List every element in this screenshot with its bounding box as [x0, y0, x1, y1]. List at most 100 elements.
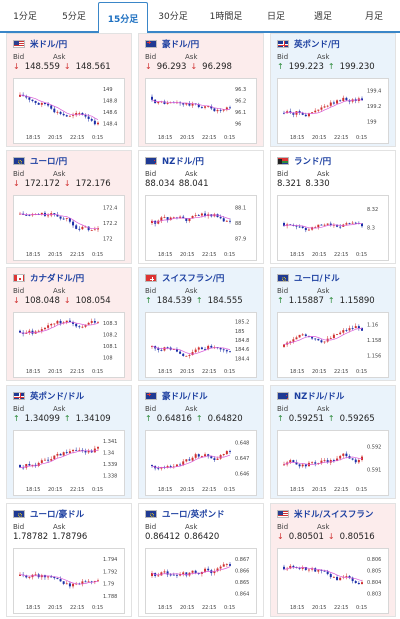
pair-name[interactable]: ランド/円 [294, 157, 332, 167]
mini-candle-chart[interactable]: 1.16 1.158 1.156 18:15 20:15 22:15 0:15 [277, 312, 389, 378]
currency-card[interactable]: 豪ドル/ドル Bid Ask ↑ 0.64816 ↑ 0.64820 0.648 0.647 0.… [138, 385, 264, 499]
mini-candle-chart[interactable]: 199.4 199.2 199 18:15 20:15 22:15 0:15 [277, 78, 389, 144]
ask-value: 1.78796 [52, 531, 88, 542]
currency-card[interactable]: カナダドル/円 Bid Ask ↓ 108.048 ↓ 108.054 108.3 108.2 1… [6, 267, 132, 381]
bid-label: Bid [277, 405, 289, 413]
candle-body [185, 218, 188, 221]
candle-body [28, 464, 31, 466]
pair-name[interactable]: カナダドル/円 [30, 274, 85, 284]
mini-candle-chart[interactable]: 0.648 0.647 0.646 18:15 20:15 22:15 0:15 [145, 430, 257, 496]
x-tick-label: 20:15 [48, 369, 62, 375]
pair-name[interactable]: ユーロ/ドル [294, 274, 340, 284]
currency-card[interactable]: 米ドル/スイスフラン Bid Ask ↓ 0.80501 ↓ 0.80516 0.806 0.8… [270, 503, 396, 617]
candle-body [185, 459, 188, 462]
x-tick-label: 0:15 [92, 369, 103, 375]
mini-candle-chart[interactable]: 108.3 108.2 108.1 108 18:15 20:15 22:15 0:15 [13, 312, 125, 378]
mini-candle-chart[interactable]: 0.592 0.591 18:15 20:15 22:15 0:15 [277, 430, 389, 496]
currency-card[interactable]: ユーロ/豪ドル Bid Ask 1.78782 1.78796 1.794 1.792 1.7… [6, 503, 132, 617]
y-tick-label: 199.2 [367, 104, 381, 110]
candle-body [301, 226, 304, 229]
x-tick-label: 22:15 [334, 605, 348, 611]
pair-name[interactable]: 米ドル/スイスフラン [294, 510, 374, 520]
candle-body [175, 574, 178, 576]
y-tick-label: 87.9 [235, 236, 246, 242]
currency-card[interactable]: 英ポンド/円 Bid Ask ↑ 199.223 ↑ 199.230 199.4 199.2 19… [270, 33, 396, 147]
pair-name[interactable]: ユーロ/豪ドル [30, 510, 85, 520]
mini-candle-chart[interactable]: 88.1 88 87.9 18:15 20:15 22:15 0:15 [145, 195, 257, 261]
candle-body [207, 106, 210, 108]
pair-name[interactable]: ユーロ/円 [30, 157, 68, 167]
mini-candle-chart[interactable]: 1.341 1.34 1.339 1.338 18:15 20:15 22:15 0:15 [13, 430, 125, 496]
candle-body [160, 217, 163, 221]
candle-body [191, 457, 194, 461]
bid-label: Bid [277, 523, 289, 531]
candle-body [194, 215, 197, 217]
ask-label: Ask [317, 287, 330, 295]
currency-card[interactable]: ランド/円 Bid Ask 8.321 8.330 8.32 8.3 18:15 20:15 22… [270, 150, 396, 264]
quote-values: ↑ 184.539 ↑ 184.555 [145, 295, 243, 306]
pair-name[interactable]: 英ポンド/円 [294, 40, 340, 50]
x-tick-label: 0:15 [224, 252, 235, 258]
mini-candle-chart[interactable]: 8.32 8.3 18:15 20:15 22:15 0:15 [277, 195, 389, 261]
currency-card[interactable]: NZドル/ドル Bid Ask ↑ 0.59251 ↑ 0.59265 0.592 0.591 1… [270, 385, 396, 499]
mini-candle-chart[interactable]: 149 148.8 148.6 148.4 18:15 20:15 22:15 0:15 [13, 78, 125, 144]
tab-7[interactable]: 月足 [364, 12, 383, 22]
chart-svg: 0.592 0.591 18:15 20:15 22:15 0:15 [283, 445, 381, 493]
tab-2[interactable]: 15分足 [98, 2, 148, 33]
tab-6[interactable]: 週足 [313, 12, 332, 22]
candle-body [222, 349, 225, 351]
pair-name[interactable]: 英ポンド/ドル [30, 392, 85, 402]
tab-5[interactable]: 日足 [266, 12, 285, 22]
candle-body [19, 213, 21, 215]
currency-card[interactable]: 米ドル/円 Bid Ask ↓ 148.559 ↓ 148.561 149 148.8 148.6… [6, 33, 132, 147]
mini-candle-chart[interactable]: 96.3 96.2 96.1 96 18:15 20:15 22:15 0:15 [145, 78, 257, 144]
candle-body [197, 215, 200, 217]
candle-body [93, 321, 96, 323]
currency-card[interactable]: NZドル/円 Bid Ask 88.034 88.041 88.1 88 87.9 18:15 2… [138, 150, 264, 264]
currency-card[interactable]: ユーロ/円 Bid Ask ↓ 172.172 ↓ 172.176 172.4 172.2 172… [6, 150, 132, 264]
y-tick-label: 185.2 [235, 320, 249, 326]
au-flag-icon [145, 40, 157, 48]
ask-label: Ask [185, 287, 198, 295]
mini-candle-chart[interactable]: 0.867 0.866 0.865 0.864 18:15 20:15 22:15 0:15 [145, 548, 257, 614]
ask-label: Ask [317, 405, 330, 413]
quote-values: ↓ 108.048 ↓ 108.054 [13, 295, 111, 306]
currency-card[interactable]: 豪ドル/円 Bid Ask ↓ 96.293 ↓ 96.298 96.3 96.2 96.1 96 1… [138, 33, 264, 147]
candle-body [339, 100, 342, 102]
chart-svg: 199.4 199.2 199 18:15 20:15 22:15 0:15 [283, 89, 381, 141]
candle-body [332, 576, 335, 578]
currency-card[interactable]: スイスフラン/円 Bid Ask ↑ 184.539 ↑ 184.555 185.2 185 18… [138, 267, 264, 381]
candle-body [329, 102, 332, 106]
candle-body [81, 226, 84, 230]
candle-body [323, 341, 326, 343]
pair-name[interactable]: 豪ドル/円 [162, 40, 200, 50]
bid-value: 88.034 [145, 178, 175, 189]
currency-card[interactable]: ユーロ/ドル Bid Ask ↑ 1.15887 ↑ 1.15890 1.16 1.158 1.1… [270, 267, 396, 381]
tab-0[interactable]: 1分足 [13, 12, 37, 22]
x-tick-label: 22:15 [334, 369, 348, 375]
mini-candle-chart[interactable]: 0.806 0.805 0.804 0.803 18:15 20:15 22:15 0:15 [277, 548, 389, 614]
mini-candle-chart[interactable]: 185.2 185 184.8 184.6 184.4 18:15 20:15 22:15 0:… [145, 312, 257, 378]
pair-name[interactable]: NZドル/ドル [294, 392, 345, 402]
mini-candle-chart[interactable]: 172.4 172.2 172 18:15 20:15 22:15 0:15 [13, 195, 125, 261]
tab-1[interactable]: 5分足 [62, 12, 86, 22]
candle-body [65, 320, 68, 323]
tab-3[interactable]: 30分足 [158, 12, 188, 22]
ask-label: Ask [317, 53, 330, 61]
candle-body [182, 572, 185, 575]
quote-values: ↑ 0.59251 ↑ 0.59265 [277, 413, 375, 424]
mini-candle-chart[interactable]: 1.794 1.792 1.79 1.788 18:15 20:15 22:15 0:15 [13, 548, 125, 614]
currency-card[interactable]: ユーロ/英ポンド Bid Ask 0.86412 0.86420 0.867 0.866 0.… [138, 503, 264, 617]
pair-name[interactable]: NZドル/円 [162, 157, 204, 167]
tab-4[interactable]: 1時間足 [209, 12, 243, 22]
pair-name[interactable]: 米ドル/円 [30, 40, 68, 50]
pair-name[interactable]: スイスフラン/円 [162, 274, 225, 284]
currency-card[interactable]: 英ポンド/ドル Bid Ask ↑ 1.34099 ↑ 1.34109 1.341 1.34 1.… [6, 385, 132, 499]
candle-body [204, 349, 207, 350]
x-tick-label: 18:15 [26, 252, 40, 258]
x-tick-label: 20:15 [312, 135, 326, 141]
pair-name[interactable]: ユーロ/英ポンド [162, 510, 225, 520]
pair-name[interactable]: 豪ドル/ドル [162, 392, 208, 402]
candle-body [163, 347, 166, 351]
chart-svg: 108.3 108.2 108.1 108 18:15 20:15 22:15 0:15 [19, 318, 117, 375]
